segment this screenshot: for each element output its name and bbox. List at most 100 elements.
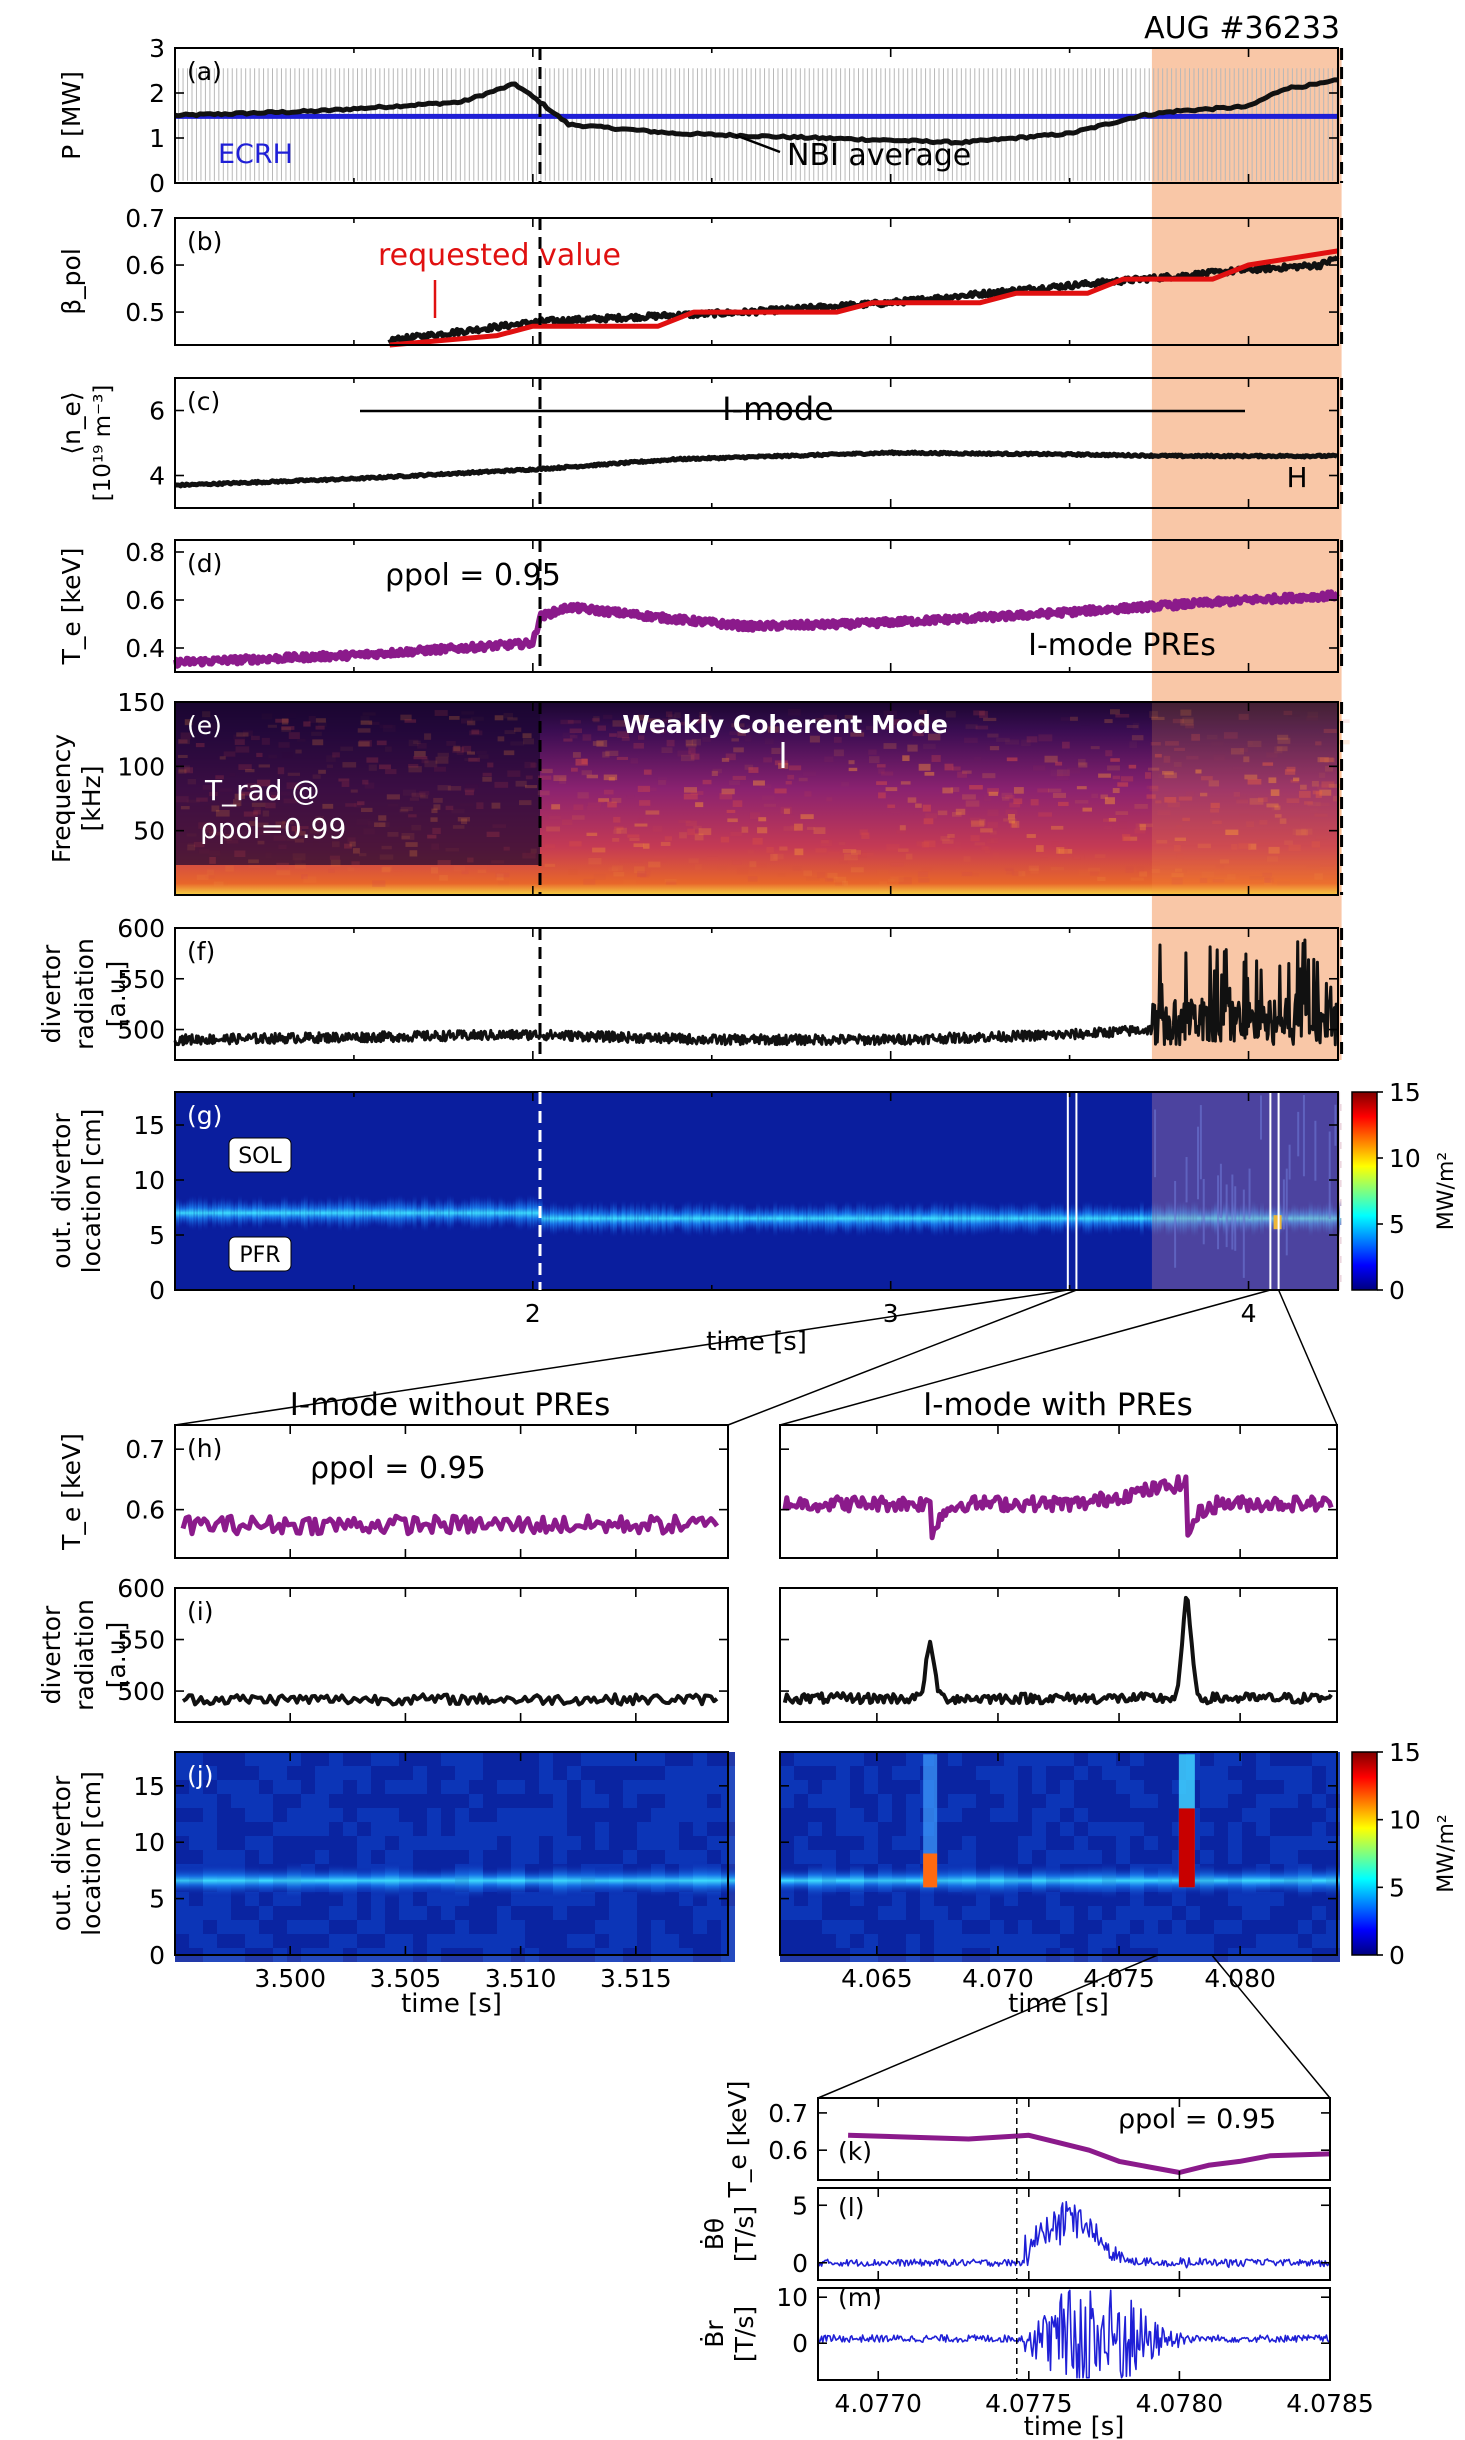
spectrogram-cell bbox=[993, 852, 1000, 858]
heatmap-zoom-cell bbox=[497, 1920, 511, 1934]
heatmap-zoom-cell bbox=[1228, 1794, 1242, 1808]
spectrogram-cell bbox=[262, 713, 273, 719]
heatmap-zoom-cell bbox=[301, 1766, 315, 1780]
panel-f-frame bbox=[174, 927, 1339, 1061]
spectrogram-cell bbox=[763, 803, 777, 807]
heatmap-strike-band bbox=[535, 1197, 540, 1229]
heatmap-zoom-band bbox=[427, 1868, 441, 1893]
heatmap-zoom-cell bbox=[651, 1934, 665, 1948]
heatmap-zoom-cell bbox=[455, 1850, 469, 1864]
heatmap-zoom-cell bbox=[850, 1920, 864, 1934]
spectrogram-cell bbox=[825, 878, 833, 882]
spectrogram-cell bbox=[1074, 800, 1089, 804]
heatmap-zoom-cell bbox=[609, 1766, 623, 1780]
heatmap-zoom-cell bbox=[441, 1808, 455, 1822]
heatmap-zoom-cell bbox=[595, 1808, 609, 1822]
heatmap-strike-band bbox=[615, 1204, 620, 1233]
heatmap-zoom-cell bbox=[1102, 1766, 1116, 1780]
heatmap-strike-band bbox=[1294, 1203, 1299, 1234]
heatmap-zoom-cell bbox=[1004, 1850, 1018, 1864]
heatmap-zoom-cell bbox=[637, 1920, 651, 1934]
y-tick-label: 5 bbox=[149, 1885, 165, 1914]
spectrogram-cell bbox=[256, 752, 263, 758]
spectrogram-cell bbox=[922, 804, 931, 812]
spectrogram-cell bbox=[623, 879, 637, 886]
heatmap-strike-band bbox=[1045, 1204, 1050, 1233]
heatmap-zoom-cell bbox=[1102, 1906, 1116, 1920]
heatmap-background bbox=[175, 1092, 1338, 1290]
heatmap-zoom-cell bbox=[1144, 1766, 1158, 1780]
heatmap-zoom-cell bbox=[259, 1850, 273, 1864]
spectrogram-cell bbox=[834, 879, 844, 886]
spectrogram-cell bbox=[1130, 877, 1144, 881]
heatmap-zoom-cell bbox=[1018, 1920, 1032, 1934]
spectrogram-cell bbox=[199, 849, 209, 854]
heatmap-zoom-cell bbox=[906, 1934, 920, 1948]
heatmap-strike-band bbox=[1320, 1204, 1325, 1233]
heatmap-strike-band bbox=[332, 1198, 337, 1228]
heatmap-zoom-cell bbox=[1032, 1822, 1046, 1836]
heatmap-zoom-cell bbox=[948, 1850, 962, 1864]
heatmap-zoom-cell bbox=[1018, 1752, 1032, 1766]
spectrogram-cell bbox=[1279, 818, 1287, 824]
spectrogram-cell bbox=[1173, 844, 1181, 852]
heatmap-strike-band bbox=[990, 1202, 995, 1235]
heatmap-zoom-band bbox=[539, 1865, 553, 1896]
heatmap-zoom-cell bbox=[1284, 1780, 1298, 1794]
heatmap-pre-streak bbox=[1314, 1120, 1317, 1181]
spectrogram-cell bbox=[378, 815, 387, 821]
heatmap-zoom-cell bbox=[315, 1780, 329, 1794]
spectrogram-cell bbox=[1208, 780, 1220, 787]
heatmap-strike-band bbox=[349, 1195, 354, 1231]
heatmap-strike-band bbox=[816, 1205, 821, 1232]
spectrogram-cell bbox=[413, 755, 428, 760]
heatmap-zoom-cell bbox=[665, 1822, 679, 1836]
spectrogram-cell bbox=[1157, 810, 1171, 816]
spectrogram-cell bbox=[859, 829, 868, 836]
spectrogram-cell bbox=[1037, 788, 1050, 793]
spectrogram-cell bbox=[400, 714, 412, 721]
spectrogram-cell bbox=[602, 751, 610, 758]
heatmap-strike-band bbox=[1005, 1201, 1010, 1236]
heatmap-zoom-cell bbox=[962, 1766, 976, 1780]
heatmap-strike-band bbox=[1219, 1205, 1224, 1232]
heatmap-zoom-cell bbox=[1298, 1794, 1312, 1808]
spectrogram-cell bbox=[445, 848, 460, 852]
heatmap-strike-band bbox=[1214, 1199, 1219, 1238]
heatmap-zoom-cell bbox=[609, 1920, 623, 1934]
spectrogram-cell bbox=[647, 718, 660, 723]
heatmap-strike-band bbox=[209, 1200, 214, 1226]
heatmap-zoom-cell bbox=[822, 1752, 836, 1766]
heatmap-strike-band bbox=[1048, 1204, 1053, 1233]
heatmap-strike-band bbox=[655, 1200, 660, 1237]
heatmap-zoom-cell bbox=[808, 1794, 822, 1808]
spectrogram-cell bbox=[980, 828, 993, 833]
spectrogram-cell bbox=[987, 733, 999, 738]
spectrogram-cell bbox=[257, 840, 265, 845]
heatmap-zoom-cell bbox=[175, 1780, 189, 1794]
spectrogram-cell bbox=[503, 846, 510, 851]
heatmap-zoom-cell bbox=[808, 1780, 822, 1794]
heatmap-zoom-cell bbox=[287, 1808, 301, 1822]
heatmap-strike-band bbox=[567, 1204, 572, 1233]
heatmap-zoom-cell bbox=[553, 1766, 567, 1780]
heatmap-zoom-cell bbox=[892, 1934, 906, 1948]
spectrogram-cell bbox=[1210, 808, 1220, 813]
heatmap-strike-band bbox=[595, 1204, 600, 1233]
heatmap-zoom-cell bbox=[850, 1794, 864, 1808]
heatmap-zoom-cell bbox=[287, 1836, 301, 1850]
spectrogram-cell bbox=[1005, 794, 1015, 800]
heatmap-zoom-cell bbox=[245, 1934, 259, 1948]
spectrogram-cell bbox=[265, 852, 271, 858]
heatmap-zoom-cell bbox=[315, 1934, 329, 1948]
heatmap-pre-streak bbox=[1288, 1144, 1291, 1180]
spectrogram-cell bbox=[732, 860, 742, 865]
heatmap-zoom-cell bbox=[864, 1794, 878, 1808]
heatmap-zoom-cell bbox=[651, 1780, 665, 1794]
spectrogram-cell bbox=[1274, 805, 1281, 810]
heatmap-strike-band bbox=[409, 1198, 414, 1228]
heatmap-zoom-cell bbox=[1214, 1850, 1228, 1864]
spectrogram-cell bbox=[627, 794, 635, 798]
spectrogram-cell bbox=[1244, 774, 1258, 780]
heatmap-strike-band bbox=[999, 1200, 1004, 1237]
